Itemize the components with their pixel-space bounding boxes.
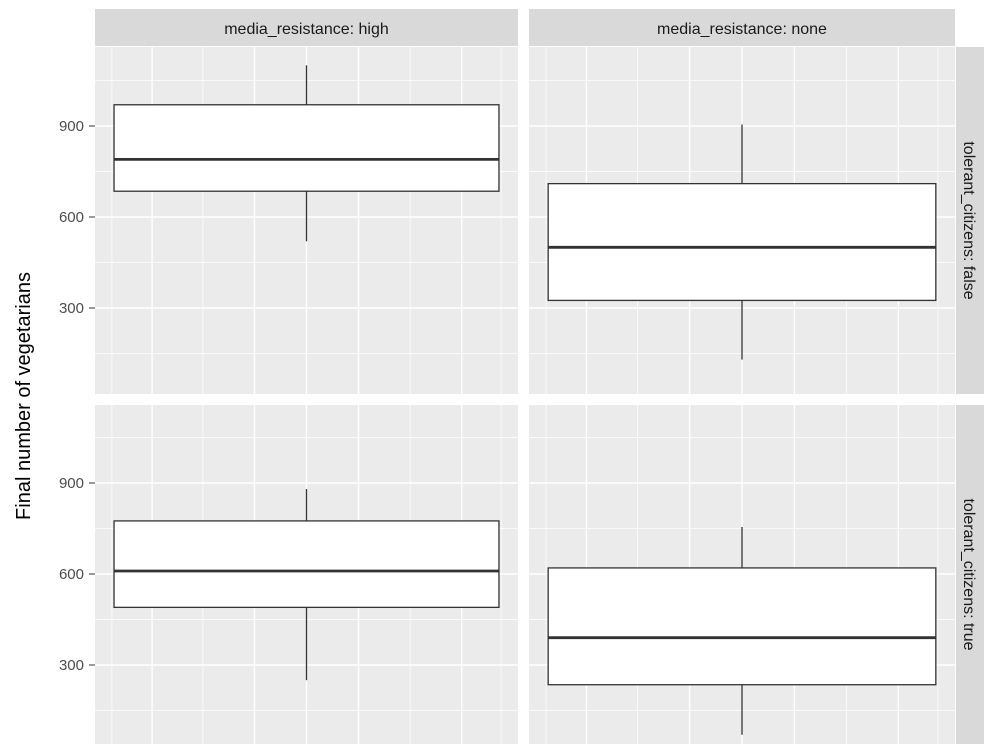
box [547, 182, 937, 302]
column-strip-label-0: media_resistance: high [224, 21, 389, 38]
y-tick-label: 300 [59, 657, 84, 674]
boxplot-1-1 [547, 526, 937, 735]
y-tick-label: 900 [59, 475, 84, 492]
column-strip-0 [95, 9, 518, 46]
boxplot-0-1 [547, 124, 937, 360]
y-tick-label: 600 [59, 209, 84, 226]
row-strip-0 [956, 47, 984, 394]
column-strip-1 [529, 9, 955, 46]
box [547, 567, 937, 686]
box [113, 520, 500, 609]
row-strip-1 [956, 405, 984, 744]
y-axis-label: Final number of vegetarians [13, 272, 35, 520]
row-strip-label-0: tolerant_citizens: false [960, 141, 977, 299]
y-tick-label: 900 [59, 118, 84, 135]
column-strip-label-1: media_resistance: none [657, 21, 827, 38]
box [113, 104, 500, 192]
boxplot-1-0 [113, 489, 500, 681]
y-tick-label: 300 [59, 300, 84, 317]
row-strip-label-1: tolerant_citizens: true [960, 498, 977, 650]
y-tick-label: 600 [59, 566, 84, 583]
boxplot-0-0 [113, 65, 500, 242]
